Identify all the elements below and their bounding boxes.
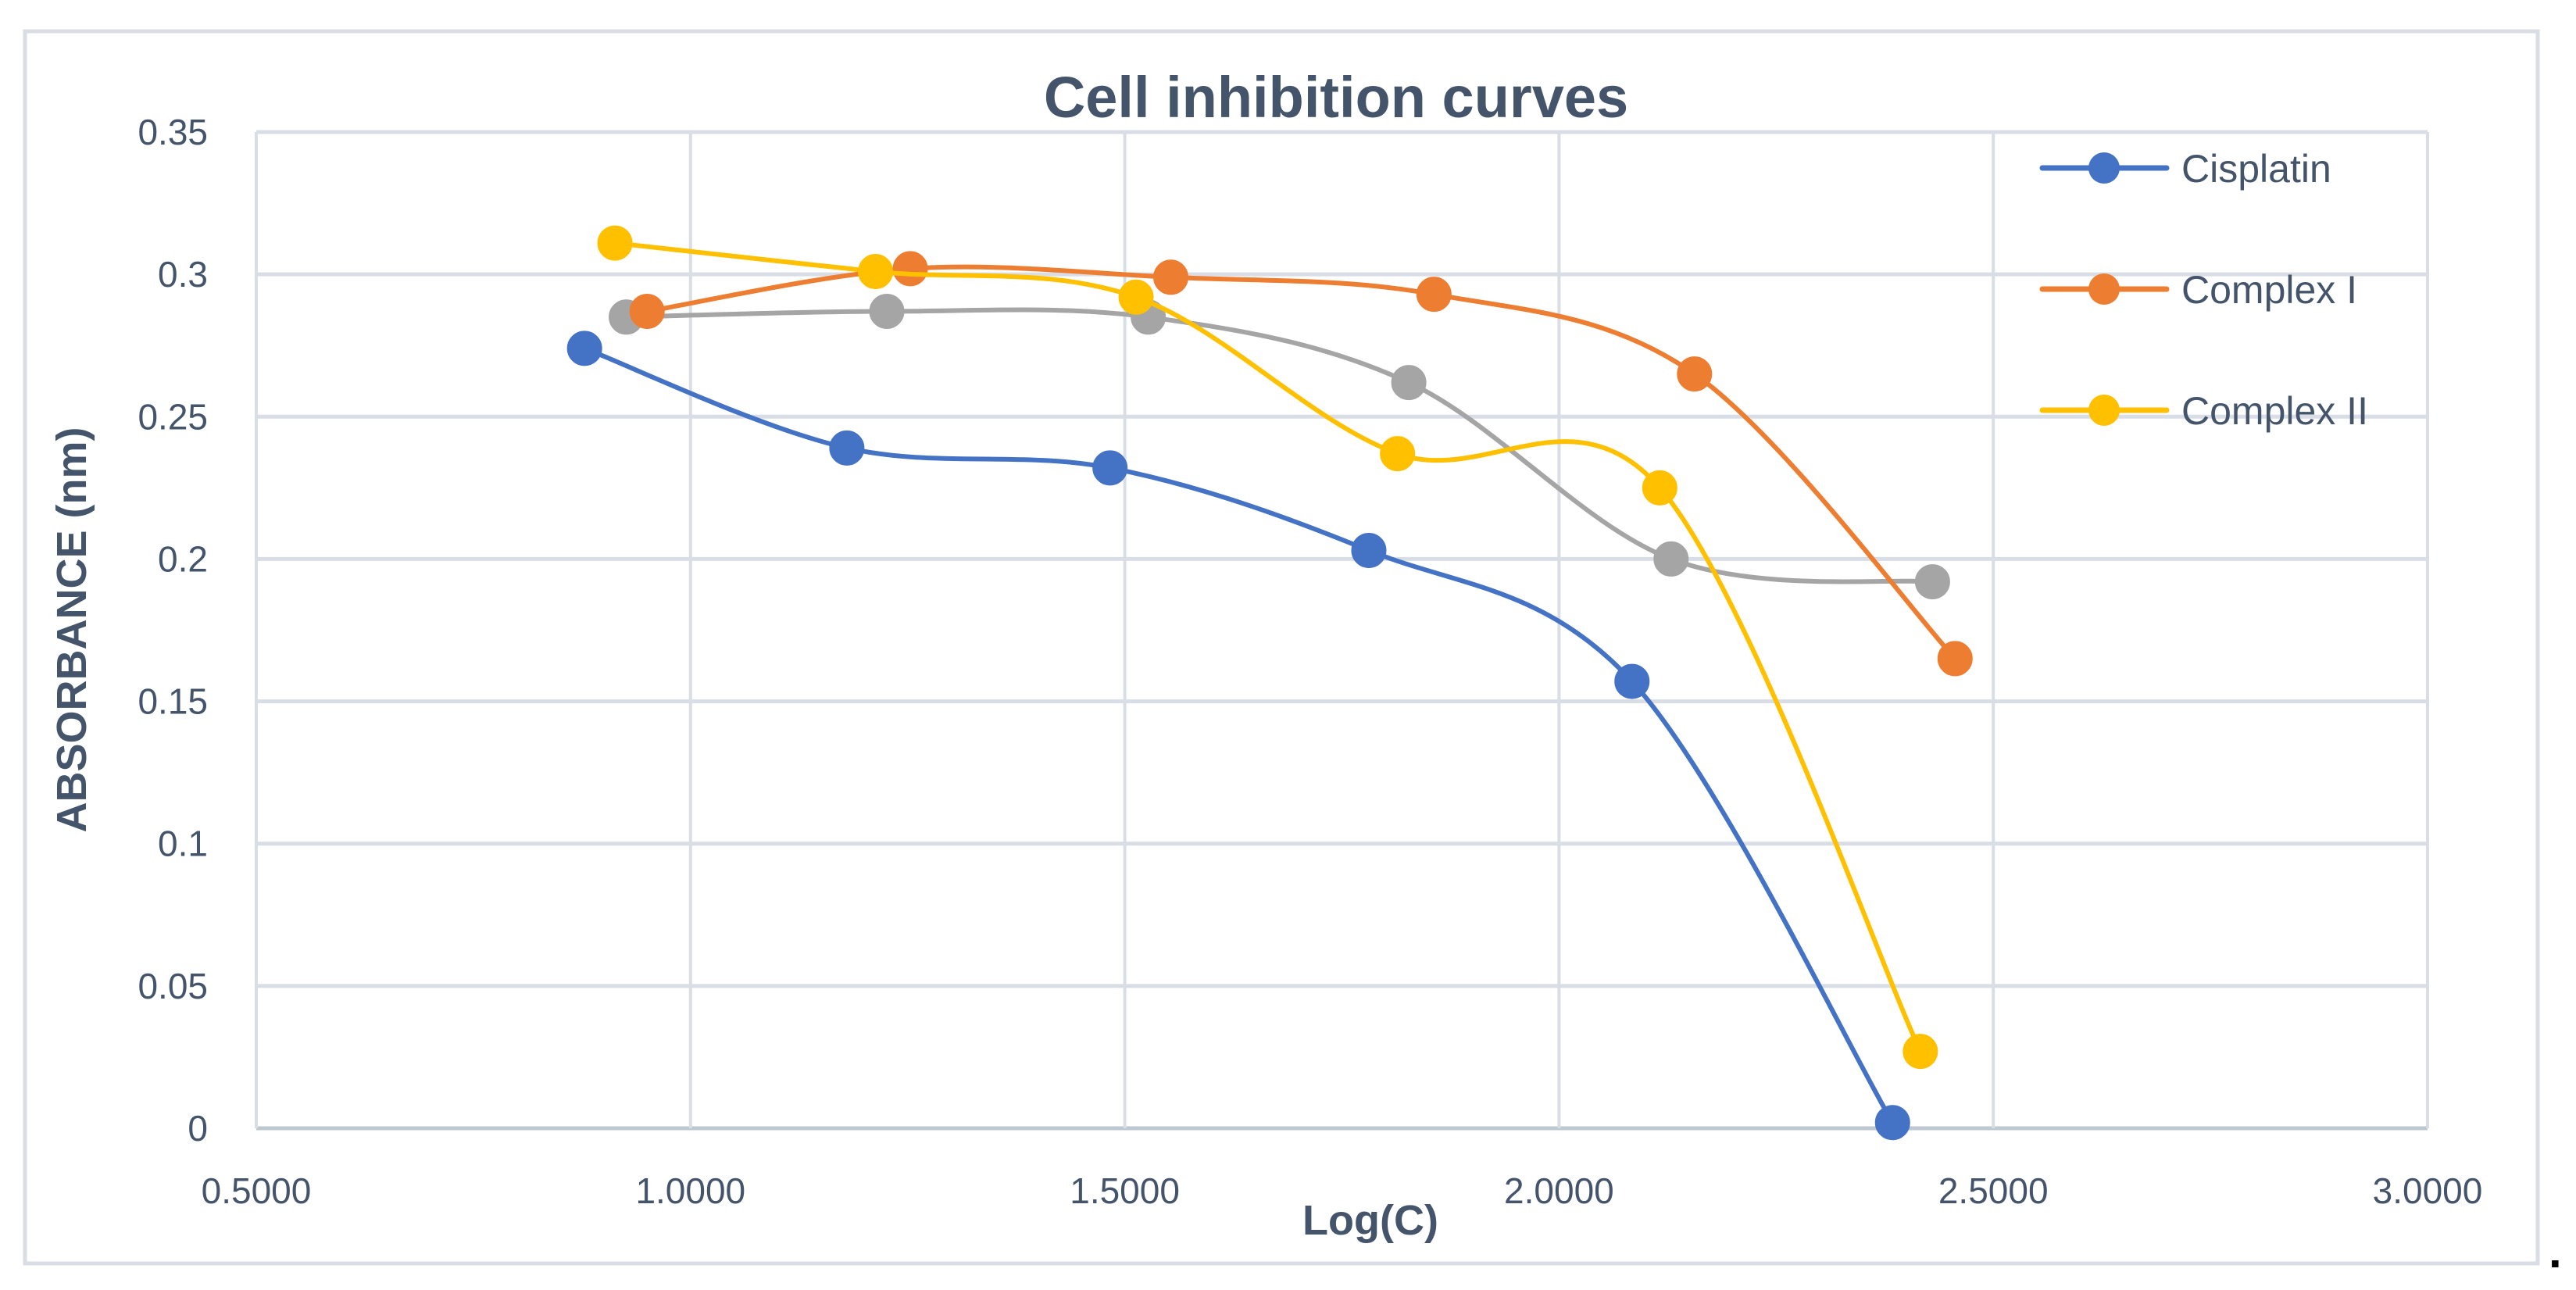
y-tick-label: 0.25 [138, 396, 208, 437]
y-tick-label: 0.2 [158, 538, 208, 579]
complex-i-point [1153, 259, 1189, 295]
y-tick-label: 0 [188, 1108, 208, 1149]
legend: Cisplatin Complex I Complex II [2039, 147, 2368, 433]
legend-cisplatin-label: Cisplatin [2181, 147, 2331, 191]
complex-ii-point [1642, 470, 1677, 506]
y-tick-label: 0.05 [138, 966, 208, 1006]
series-group [566, 225, 1973, 1141]
legend-complex-ii-label: Complex II [2181, 389, 2368, 433]
complex-i-point [1677, 356, 1713, 392]
legend-complex-ii-marker [2088, 395, 2120, 426]
complex-i-point [1937, 641, 1973, 677]
y-tick-label: 0.15 [138, 681, 208, 722]
tick-labels: 0 0.05 0.1 0.15 0.2 0.25 0.3 0.35 0.5000 1.0000 1.… [138, 112, 2482, 1211]
complex-i-point [1416, 277, 1452, 313]
series-4-point [1391, 365, 1427, 401]
complex-ii-point [597, 225, 633, 261]
cisplatin-point [1874, 1105, 1910, 1141]
chart-title: Cell inhibition curves [1044, 65, 1628, 130]
legend-complex-i-marker [2088, 273, 2120, 305]
complex-ii-point [858, 254, 894, 289]
x-axis-label: Log(C) [1302, 1197, 1438, 1244]
trailing-period: . [2549, 1225, 2562, 1277]
x-tick-label: 1.5000 [1070, 1170, 1180, 1211]
cisplatin-point [1614, 663, 1650, 699]
complex-i-point [892, 251, 928, 287]
complex-i-point [629, 294, 665, 329]
legend-complex-i-label: Complex I [2181, 268, 2357, 312]
cisplatin-point [1351, 533, 1387, 568]
x-tick-label: 0.5000 [202, 1170, 312, 1211]
y-tick-label: 0.3 [158, 254, 208, 295]
cisplatin-point [1092, 450, 1128, 486]
y-axis-label: ABSORBANCE (nm) [48, 427, 95, 833]
legend-cisplatin-marker [2088, 152, 2120, 184]
complex-ii-point [1380, 436, 1416, 472]
series-4-line [626, 307, 1933, 584]
cisplatin-point [829, 430, 865, 466]
series-4-point [1653, 541, 1689, 577]
y-tick-label: 0.35 [138, 112, 208, 152]
complex-ii-point [1903, 1034, 1938, 1070]
cisplatin-point [566, 331, 602, 366]
series-4-point [1914, 564, 1950, 600]
complex-ii-point [1118, 279, 1154, 315]
chart-frame [23, 29, 2540, 1266]
x-tick-label: 3.0000 [2373, 1170, 2483, 1211]
x-tick-label: 2.5000 [1938, 1170, 2049, 1211]
x-tick-label: 2.0000 [1504, 1170, 1614, 1211]
series-4-point [869, 294, 905, 329]
x-tick-label: 1.0000 [635, 1170, 745, 1211]
y-tick-label: 0.1 [158, 824, 208, 864]
